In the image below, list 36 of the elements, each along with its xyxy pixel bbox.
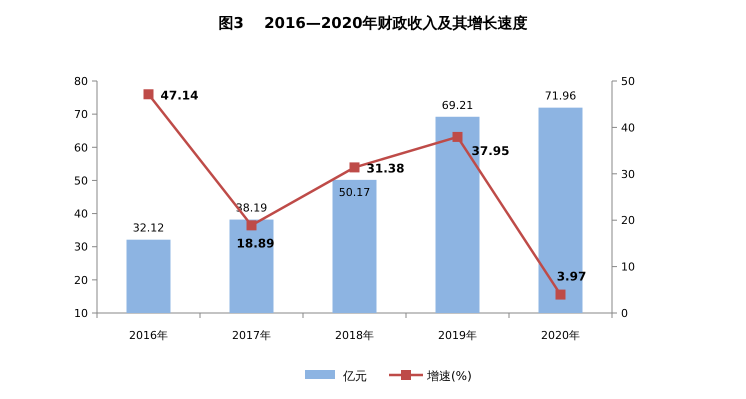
data-label: 18.89: [236, 236, 274, 250]
data-label: 3.97: [556, 270, 586, 284]
y2-tick-label: 30: [621, 168, 635, 181]
y2-tick-label: 10: [621, 260, 635, 274]
data-label: 71.96: [544, 90, 576, 103]
chart-title: 图3 2016—2020年财政收入及其增长速度: [218, 14, 528, 32]
data-label: 31.38: [366, 161, 404, 176]
legend-label: 亿元: [342, 369, 367, 383]
y2-tick-label: 0: [621, 307, 628, 320]
point: [246, 220, 256, 230]
data-label: 37.95: [472, 144, 510, 158]
point: [556, 290, 566, 300]
x-tick-label: 2020年: [541, 329, 580, 342]
y-tick-label: 70: [74, 108, 88, 122]
data-label: 50.17: [338, 186, 370, 199]
y2-tick-label: 20: [621, 214, 635, 228]
y2-tick-label: 40: [621, 121, 635, 134]
data-label: 69.21: [442, 98, 474, 112]
x-tick-label: 2019年: [438, 329, 477, 342]
y2-tick-label: 50: [621, 75, 635, 88]
y-tick-label: 10: [74, 307, 88, 320]
y-tick-label: 30: [74, 240, 88, 254]
x-tick-label: 2018年: [335, 329, 374, 342]
y-tick-label: 40: [74, 208, 88, 221]
y-tick-label: 80: [74, 75, 88, 88]
point: [350, 162, 360, 172]
point: [452, 132, 462, 142]
y-tick-label: 50: [74, 174, 88, 188]
x-tick-label: 2016年: [129, 329, 168, 342]
data-label: 32.12: [132, 222, 164, 235]
data-label: 47.14: [160, 88, 198, 102]
y-tick-label: 60: [74, 141, 88, 154]
legend-label: 增速(%): [426, 369, 472, 383]
x-tick-label: 2017年: [232, 329, 271, 342]
y-tick-label: 20: [74, 274, 88, 287]
point: [144, 89, 154, 100]
